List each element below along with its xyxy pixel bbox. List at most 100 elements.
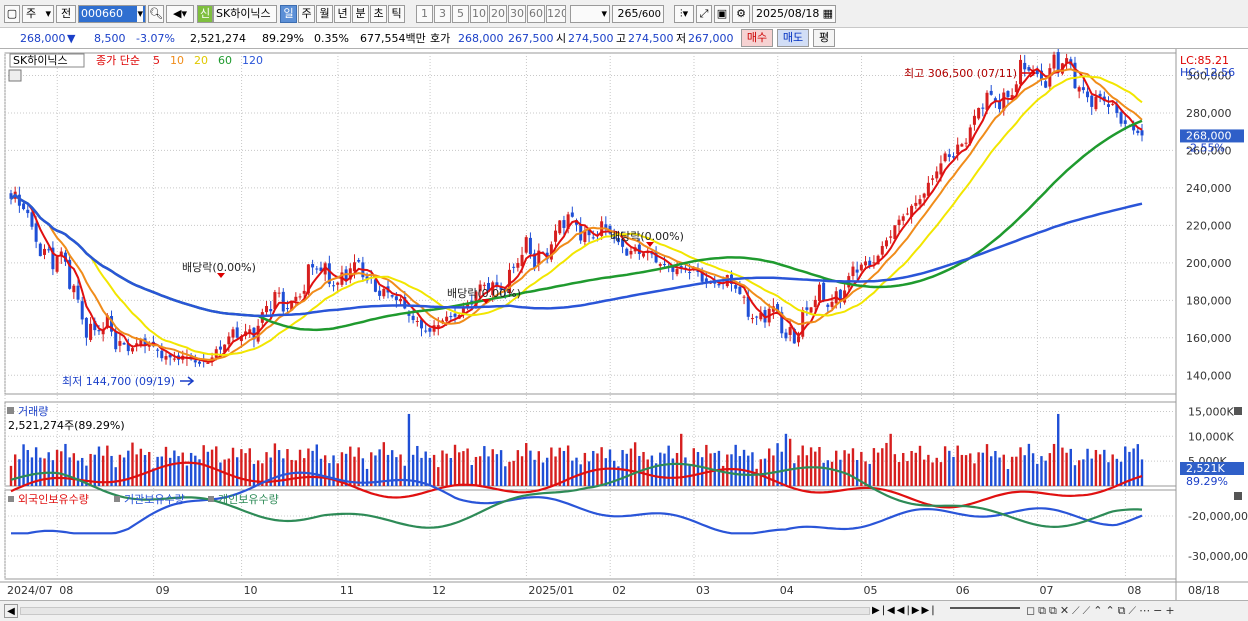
open-price: 274,500 bbox=[568, 32, 614, 45]
investor-legend-icon bbox=[114, 496, 120, 502]
interval-tab-4[interactable]: 20 bbox=[489, 5, 507, 23]
candle-body bbox=[130, 348, 134, 352]
candle-body bbox=[956, 144, 960, 155]
period-tab-6[interactable]: 틱 bbox=[388, 5, 405, 23]
volume-bar bbox=[998, 457, 1001, 486]
volume-bar bbox=[952, 456, 955, 486]
chart-type-icon[interactable]: ⫶▾ bbox=[674, 5, 694, 23]
mode-select[interactable]: 주 ▾ bbox=[22, 5, 54, 23]
legend-label: 종가 단순 bbox=[96, 54, 140, 67]
period-tab-2[interactable]: 월 bbox=[316, 5, 333, 23]
candle-body bbox=[269, 309, 273, 312]
toolbar: ▢ 주 ▾ 전 000660 ▾ 🔍︎ ◀▾ 신 SK하이닉스 ▾ 265/600 … bbox=[0, 0, 1248, 28]
volume-bar bbox=[562, 450, 566, 486]
candle-body bbox=[784, 332, 788, 339]
chart-area[interactable]: 140,000 160,000 180,000 200,000 220,000 240,0… bbox=[0, 49, 1248, 600]
volume-bar bbox=[663, 453, 666, 486]
volume-bar bbox=[420, 457, 423, 486]
candle-body bbox=[248, 329, 252, 333]
candle-body bbox=[1010, 95, 1014, 100]
search-icon[interactable]: 🔍︎ bbox=[148, 5, 164, 23]
prev-button[interactable]: 전 bbox=[56, 5, 76, 23]
calendar-icon: ▦ bbox=[822, 7, 833, 20]
candle-body bbox=[482, 284, 486, 286]
volume-bar bbox=[960, 454, 964, 486]
gear-icon[interactable]: ⚙ bbox=[732, 5, 750, 23]
candle-body bbox=[1123, 120, 1127, 124]
volume-bar bbox=[784, 433, 788, 486]
volume-bar bbox=[139, 448, 143, 486]
interval-tab-2[interactable]: 5 bbox=[452, 5, 469, 23]
candle-body bbox=[43, 248, 47, 255]
period-tab-0[interactable]: 일 bbox=[280, 5, 297, 23]
stock-label-box bbox=[9, 53, 85, 68]
volume-bar bbox=[617, 466, 620, 486]
investor-line-1 bbox=[11, 471, 1143, 535]
volume-bar bbox=[1006, 469, 1010, 486]
legend-ma-120: 120 bbox=[242, 54, 263, 67]
period-tab-5[interactable]: 초 bbox=[370, 5, 387, 23]
candle-body bbox=[231, 329, 235, 338]
volume-bar bbox=[805, 455, 809, 486]
volume-bar bbox=[943, 446, 947, 486]
date-field[interactable]: 2025/08/18 ▦ bbox=[752, 5, 836, 23]
volume-bar bbox=[198, 459, 201, 486]
volume-bar bbox=[1082, 459, 1085, 486]
candle-body bbox=[89, 323, 93, 340]
avg-button[interactable]: 평 bbox=[813, 29, 835, 47]
volume-bar bbox=[700, 457, 704, 486]
volume-bar bbox=[1031, 453, 1035, 486]
candle-body bbox=[1115, 104, 1119, 113]
speaker-icon[interactable]: ◀▾ bbox=[166, 5, 194, 23]
scroll-left-icon[interactable]: ◀ bbox=[4, 604, 18, 618]
candle-body bbox=[520, 254, 524, 267]
drawing-tools[interactable]: ◻⧉⧉✕⟋⟋⌃⌃⧉⟋⋯−+ bbox=[1026, 604, 1178, 617]
interval-tab-0[interactable]: 1 bbox=[416, 5, 433, 23]
candle-body bbox=[1086, 91, 1090, 98]
candle-body bbox=[26, 209, 30, 214]
interval-tab-5[interactable]: 30 bbox=[508, 5, 526, 23]
volume-bar bbox=[206, 451, 210, 486]
volume-bar bbox=[215, 446, 218, 486]
volume-bar bbox=[592, 450, 595, 486]
resize-icon[interactable]: ⤢ bbox=[696, 5, 712, 23]
nav-buttons[interactable]: ▶|◀◀|▶▶| bbox=[872, 605, 937, 616]
volume-title: 거래량 bbox=[18, 405, 48, 418]
save-icon[interactable]: ▣ bbox=[714, 5, 730, 23]
scrollbar-track[interactable] bbox=[20, 607, 870, 615]
volume-bar bbox=[671, 458, 675, 486]
volume-bar bbox=[1086, 448, 1089, 486]
candle-body bbox=[549, 244, 553, 260]
volume-bar bbox=[504, 466, 507, 486]
interval-tab-1[interactable]: 3 bbox=[434, 5, 451, 23]
volume-bar bbox=[851, 448, 855, 486]
buy-button[interactable]: 매수 bbox=[741, 29, 773, 47]
interval-tab-3[interactable]: 10 bbox=[470, 5, 488, 23]
candle-body bbox=[1039, 70, 1043, 80]
zoom-slider[interactable] bbox=[950, 607, 1020, 615]
volume-bar bbox=[495, 454, 499, 486]
window-icon[interactable]: ▢ bbox=[4, 5, 20, 23]
period-tab-1[interactable]: 주 bbox=[298, 5, 315, 23]
new-badge: 신 bbox=[197, 5, 213, 23]
period-tab-4[interactable]: 분 bbox=[352, 5, 369, 23]
count-field[interactable]: 265/600 bbox=[612, 5, 664, 23]
stock-code-input[interactable]: 000660 ▾ bbox=[78, 5, 146, 23]
candle-body bbox=[591, 237, 595, 239]
volume-bar bbox=[847, 453, 850, 486]
candle-body bbox=[1073, 62, 1077, 89]
interval-tab-7[interactable]: 120 bbox=[546, 5, 566, 23]
volume-bar bbox=[307, 448, 310, 486]
candle-body bbox=[629, 250, 633, 255]
volume-bar bbox=[541, 462, 545, 486]
sell-button[interactable]: 매도 bbox=[777, 29, 809, 47]
hc-label: HC:-12.56 bbox=[1180, 66, 1235, 79]
volume-bar bbox=[168, 457, 172, 486]
candle-body bbox=[1119, 112, 1123, 124]
interval-tab-6[interactable]: 60 bbox=[527, 5, 545, 23]
volume-bar bbox=[763, 458, 767, 486]
period-tab-3[interactable]: 년 bbox=[334, 5, 351, 23]
interval-input[interactable]: ▾ bbox=[570, 5, 610, 23]
volume-bar bbox=[696, 452, 700, 486]
candle-body bbox=[972, 115, 976, 125]
